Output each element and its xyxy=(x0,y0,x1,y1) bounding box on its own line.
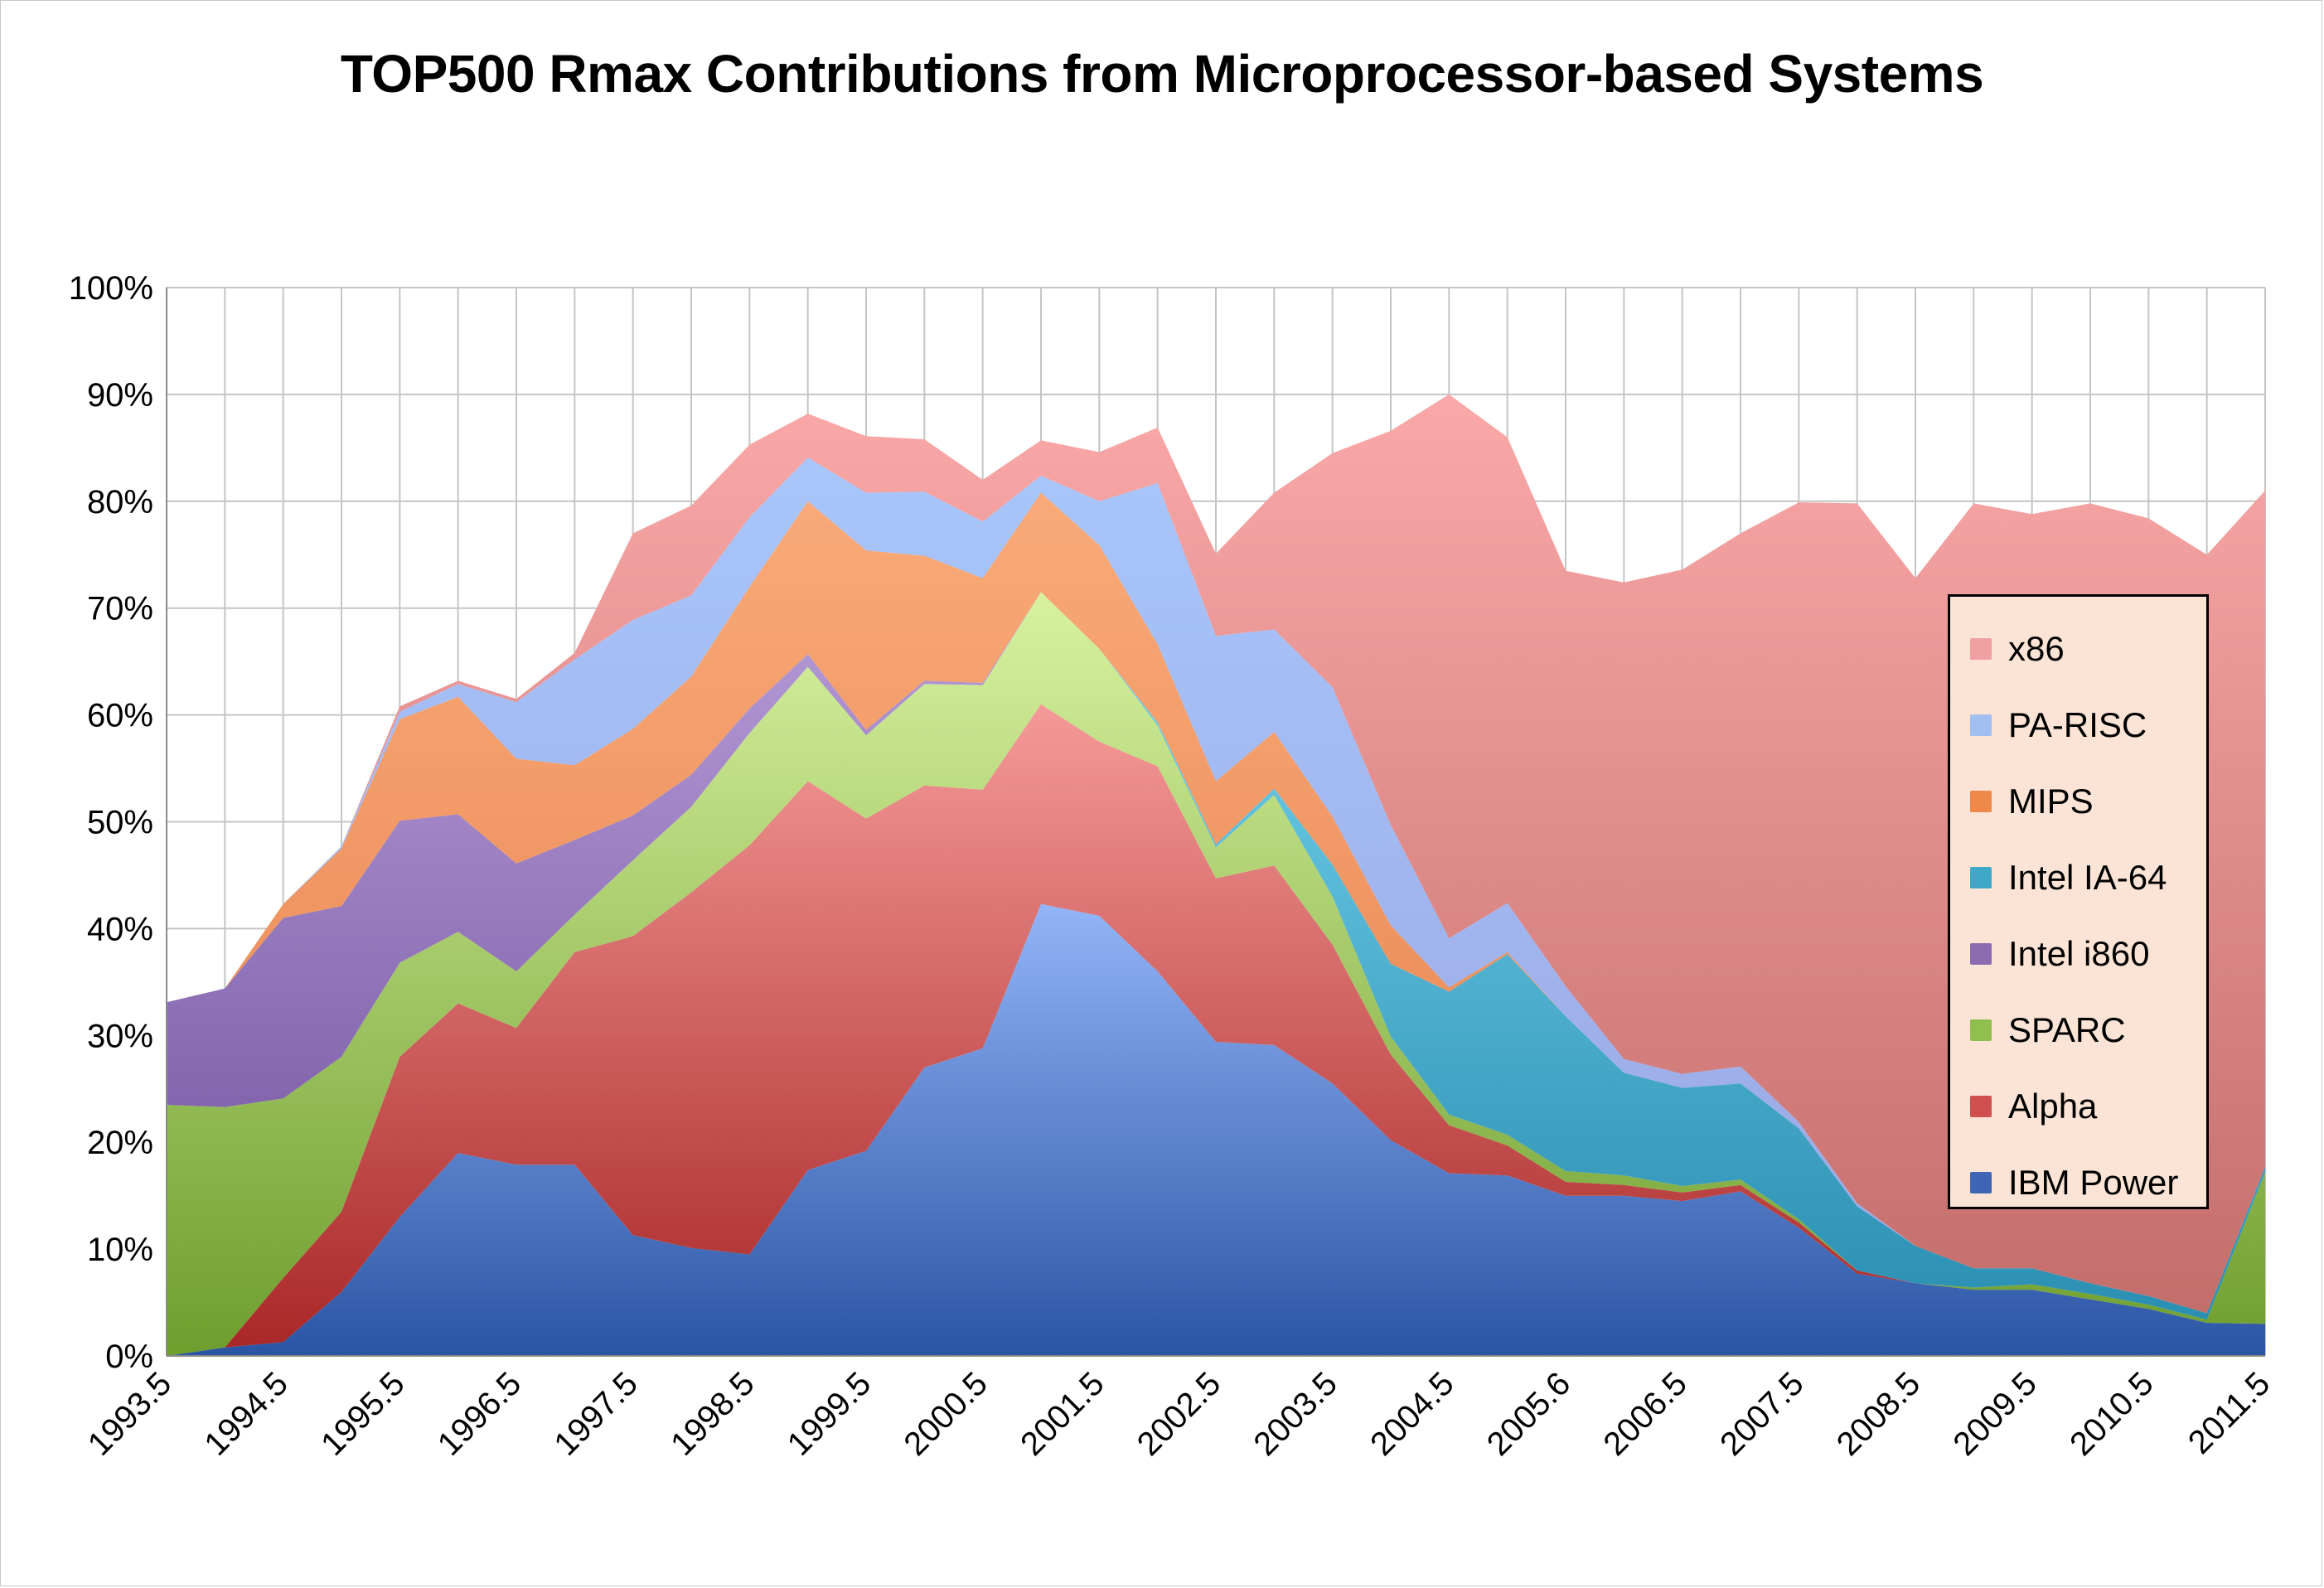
y-tick-label: 70% xyxy=(87,591,153,627)
x-tick-label: 2009.5 xyxy=(1946,1365,2044,1463)
area-intel-ia-64 xyxy=(167,592,2265,1320)
x-tick-label: 2005.6 xyxy=(1480,1365,1578,1463)
y-tick-label: 100% xyxy=(69,270,153,307)
legend-label: Intel i860 xyxy=(2008,934,2150,973)
x-tick-label: 2006.5 xyxy=(1596,1365,1694,1463)
legend-item: MIPS xyxy=(1970,781,2094,822)
y-tick-label: 10% xyxy=(87,1232,153,1268)
x-tick-label: 2010.5 xyxy=(2063,1365,2161,1463)
y-tick-label: 40% xyxy=(87,911,153,947)
legend-label: x86 xyxy=(2008,629,2065,668)
x-tick-label: 2001.5 xyxy=(1014,1365,1111,1463)
legend-item: Intel IA-64 xyxy=(1970,857,2167,898)
area-pa-risc xyxy=(167,458,2265,1314)
x-tick-label: 2000.5 xyxy=(897,1365,995,1463)
stacked-areas xyxy=(167,394,2265,1356)
x-tick-label: 1999.5 xyxy=(781,1365,879,1463)
legend-label: SPARC xyxy=(2008,1010,2126,1049)
area-mips xyxy=(167,492,2265,1314)
y-tick-label: 0% xyxy=(105,1339,153,1375)
x-tick-label: 1994.5 xyxy=(197,1365,295,1463)
x-tick-label: 2004.5 xyxy=(1363,1365,1461,1463)
y-tick-label: 80% xyxy=(87,484,153,520)
legend: x86 PA-RISC MIPS Intel IA-64 Intel i860 SPARC… xyxy=(1948,594,2209,1209)
legend-item: Alpha xyxy=(1970,1086,2097,1127)
legend-item: Intel i860 xyxy=(1970,933,2149,975)
legend-swatch xyxy=(1970,1096,1992,1117)
legend-swatch xyxy=(1970,714,1992,736)
legend-item: SPARC xyxy=(1970,1009,2126,1051)
x-tick-label: 1998.5 xyxy=(664,1365,762,1463)
area-ibm-power xyxy=(167,903,2265,1356)
legend-swatch xyxy=(1970,791,1992,812)
x-tick-label: 2002.5 xyxy=(1131,1365,1228,1463)
y-tick-label: 20% xyxy=(87,1125,153,1161)
legend-label: IBM Power xyxy=(2008,1163,2179,1202)
area-alpha xyxy=(167,704,2265,1356)
legend-swatch xyxy=(1970,1172,1992,1193)
legend-item: x86 xyxy=(1970,628,2065,670)
y-tick-label: 60% xyxy=(87,698,153,734)
legend-item: IBM Power xyxy=(1970,1162,2178,1203)
x-tick-label: 2007.5 xyxy=(1713,1365,1811,1463)
legend-label: MIPS xyxy=(2008,782,2094,821)
legend-label: PA-RISC xyxy=(2008,705,2147,744)
x-tick-labels: 1993.5 1994.5 1995.5 1996.5 1997.5 1998.5 1999… xyxy=(81,1365,2278,1463)
x-tick-label: 1993.5 xyxy=(81,1365,179,1463)
legend-swatch xyxy=(1970,867,1992,888)
y-tick-label: 90% xyxy=(87,377,153,414)
x-tick-label: 2003.5 xyxy=(1247,1365,1344,1463)
legend-label: Intel IA-64 xyxy=(2008,858,2167,897)
y-tick-label: 30% xyxy=(87,1018,153,1054)
legend-label: Alpha xyxy=(2008,1087,2098,1126)
y-tick-label: 50% xyxy=(87,805,153,841)
y-tick-labels: 0% 10% 20% 30% 40% 50% 60% 70% 80% 90% 100% xyxy=(69,270,153,1375)
x-tick-label: 1996.5 xyxy=(431,1365,529,1463)
legend-item: PA-RISC xyxy=(1970,704,2147,746)
legend-swatch xyxy=(1970,943,1992,965)
legend-swatch xyxy=(1970,638,1992,660)
chart-title: TOP500 Rmax Contributions from Microproc… xyxy=(340,44,1984,104)
x-tick-label: 1995.5 xyxy=(314,1365,412,1463)
x-tick-label: 1997.5 xyxy=(547,1365,645,1463)
legend-swatch xyxy=(1970,1019,1992,1041)
axes xyxy=(166,288,2265,1357)
area-x86 xyxy=(167,394,2265,1314)
x-tick-label: 2011.5 xyxy=(2181,1365,2278,1461)
x-tick-label: 2008.5 xyxy=(1830,1365,1928,1463)
